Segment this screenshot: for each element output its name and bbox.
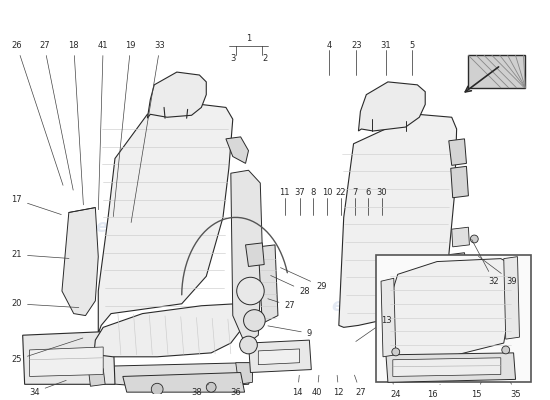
Text: 9: 9 — [268, 326, 312, 338]
Text: 19: 19 — [113, 41, 136, 216]
Text: 13: 13 — [356, 316, 391, 342]
Polygon shape — [245, 243, 264, 266]
Text: 27: 27 — [39, 41, 73, 190]
Text: eurospares: eurospares — [331, 297, 445, 315]
Circle shape — [206, 382, 216, 392]
Text: 16: 16 — [427, 384, 440, 399]
Polygon shape — [231, 170, 262, 345]
Text: 30: 30 — [377, 188, 387, 197]
Polygon shape — [62, 208, 98, 316]
Circle shape — [470, 235, 478, 243]
Polygon shape — [249, 340, 311, 372]
Text: 41: 41 — [98, 41, 108, 210]
Text: 38: 38 — [191, 384, 209, 397]
Text: 40: 40 — [312, 375, 322, 397]
Polygon shape — [226, 137, 249, 163]
Circle shape — [392, 348, 400, 356]
Polygon shape — [339, 114, 456, 327]
Text: 6: 6 — [366, 188, 371, 197]
Text: 26: 26 — [12, 41, 63, 185]
Text: 37: 37 — [294, 188, 305, 197]
Polygon shape — [451, 166, 469, 198]
Polygon shape — [94, 304, 243, 360]
Text: 22: 22 — [336, 188, 346, 197]
Polygon shape — [386, 259, 514, 357]
Polygon shape — [258, 349, 300, 365]
Text: 27: 27 — [268, 299, 295, 310]
Circle shape — [244, 310, 265, 331]
Text: 27: 27 — [354, 375, 366, 397]
Text: 11: 11 — [279, 188, 290, 197]
Polygon shape — [504, 257, 519, 339]
Text: 15: 15 — [471, 382, 481, 399]
Text: 7: 7 — [352, 188, 357, 197]
Polygon shape — [449, 253, 466, 276]
Circle shape — [502, 346, 510, 354]
Polygon shape — [98, 104, 233, 333]
Text: 35: 35 — [510, 382, 521, 399]
Text: 12: 12 — [333, 375, 344, 397]
Text: 17: 17 — [12, 195, 61, 214]
Circle shape — [236, 277, 264, 305]
Text: 25: 25 — [12, 338, 83, 364]
Circle shape — [240, 336, 257, 354]
Text: 34: 34 — [29, 380, 66, 397]
Polygon shape — [381, 278, 396, 357]
Text: 3: 3 — [230, 54, 235, 63]
Text: 20: 20 — [12, 299, 79, 308]
Polygon shape — [386, 353, 515, 382]
Text: eurospares: eurospares — [95, 218, 209, 236]
Text: 29: 29 — [280, 268, 326, 291]
Text: 4: 4 — [326, 41, 332, 50]
Text: 23: 23 — [351, 41, 362, 50]
Polygon shape — [452, 227, 469, 247]
Polygon shape — [123, 372, 245, 392]
Text: 33: 33 — [131, 41, 166, 222]
Text: 28: 28 — [271, 276, 310, 296]
Text: 10: 10 — [322, 188, 332, 197]
Text: 18: 18 — [68, 41, 84, 205]
Polygon shape — [89, 368, 105, 386]
Polygon shape — [258, 245, 278, 324]
Polygon shape — [30, 347, 103, 376]
Text: 24: 24 — [390, 382, 401, 399]
Polygon shape — [469, 55, 525, 88]
Circle shape — [151, 383, 163, 395]
Polygon shape — [89, 363, 252, 386]
FancyBboxPatch shape — [376, 255, 531, 382]
Text: 14: 14 — [293, 375, 303, 397]
Polygon shape — [236, 363, 252, 384]
Circle shape — [472, 260, 480, 268]
Polygon shape — [23, 331, 115, 384]
Text: 5: 5 — [410, 41, 415, 50]
Text: 2: 2 — [262, 54, 268, 63]
Text: 21: 21 — [12, 250, 69, 259]
Text: 36: 36 — [230, 382, 241, 397]
Polygon shape — [147, 72, 206, 118]
Polygon shape — [359, 82, 425, 131]
Polygon shape — [449, 139, 466, 165]
Text: 32: 32 — [472, 240, 499, 286]
Text: 39: 39 — [478, 256, 517, 286]
Polygon shape — [393, 358, 501, 376]
Text: 1: 1 — [246, 34, 251, 43]
Text: 8: 8 — [311, 188, 316, 197]
Text: 31: 31 — [381, 41, 391, 50]
